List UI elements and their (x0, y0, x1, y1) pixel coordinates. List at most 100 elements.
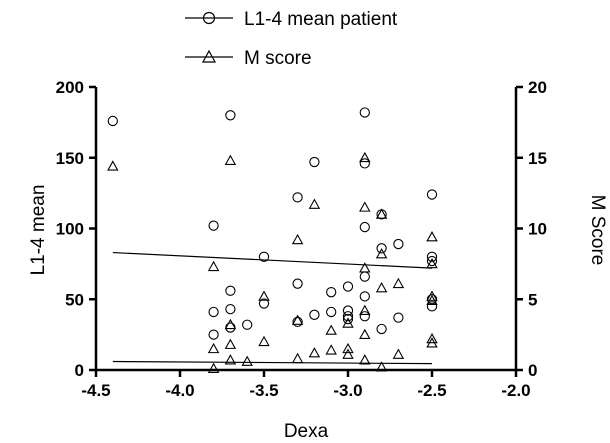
data-point-triangle (426, 337, 438, 348)
left-y-axis-title: L1-4 mean (28, 185, 49, 276)
data-point-triangle (308, 347, 321, 358)
trend-line-m-score (112, 360, 433, 365)
data-point-circle (225, 285, 236, 296)
data-point-circle (426, 255, 438, 267)
data-point-circle (225, 110, 236, 121)
x-tick-label: -4.5 (81, 381, 110, 400)
left-y-tick-label: 150 (56, 149, 84, 168)
data-point-triangle (258, 290, 270, 301)
data-point-triangle (224, 354, 237, 365)
data-point-circle (393, 312, 404, 323)
left-y-tick-label: 50 (65, 290, 84, 309)
left-y-tick-label: 200 (56, 78, 84, 97)
data-point-circle (292, 278, 303, 289)
data-point-circle (359, 107, 370, 118)
x-tick-label: -4.0 (165, 381, 194, 400)
data-point-circle (258, 251, 270, 262)
data-point-circle (426, 251, 438, 262)
right-y-tick-label: 15 (528, 149, 547, 168)
left-y-tick-label: 100 (56, 220, 84, 239)
data-point-circle (309, 309, 320, 320)
data-point-triangle (342, 342, 354, 354)
data-point-triangle (359, 151, 371, 163)
data-point-triangle (426, 290, 438, 301)
legend-item-l1-4-mean-patient: L1-4 mean patient (185, 9, 398, 30)
data-point-triangle (375, 248, 388, 259)
data-point-triangle (207, 342, 220, 354)
right-y-axis-title: M Score (587, 195, 608, 266)
data-point-circle (426, 189, 438, 200)
data-point-triangle (359, 354, 371, 365)
data-point-circle (208, 306, 219, 318)
right-y-tick-label: 5 (528, 290, 537, 309)
x-tick-label: -3.5 (249, 381, 278, 400)
data-point-circle (225, 304, 236, 315)
data-point-triangle (224, 338, 237, 349)
data-point-circle (359, 221, 370, 233)
data-point-triangle (426, 231, 438, 242)
data-point-triangle (359, 328, 371, 340)
data-point-circle (326, 306, 337, 318)
data-point-circle (326, 287, 337, 298)
data-point-circle (359, 271, 370, 282)
data-point-circle (309, 156, 320, 168)
data-point-circle (208, 329, 219, 340)
data-point-circle (426, 301, 438, 312)
data-point-triangle (359, 304, 371, 315)
trend-line-l1-4-mean (112, 251, 433, 269)
right-y-tick-label: 20 (528, 78, 547, 97)
data-point-circle (376, 243, 387, 254)
data-point-circle (225, 322, 236, 333)
data-point-triangle (224, 154, 237, 165)
data-point-triangle (392, 277, 405, 289)
x-tick-label: -2.0 (501, 381, 530, 400)
data-point-circle (359, 291, 370, 302)
data-point-circle (342, 313, 354, 325)
data-point-triangle (224, 318, 237, 330)
data-point-triangle (325, 344, 337, 355)
data-point-triangle (291, 233, 304, 245)
x-tick-label: -2.5 (417, 381, 446, 400)
legend-label-l1-4-mean-patient: L1-4 mean patient (244, 9, 398, 30)
data-point-circle (359, 311, 370, 322)
data-point-circle (242, 319, 253, 330)
axes (94, 87, 518, 372)
data-point-triangle (426, 257, 438, 269)
data-point-triangle (107, 160, 119, 171)
data-point-circle (359, 158, 370, 169)
data-point-triangle (258, 335, 270, 347)
data-point-triangle (241, 355, 253, 366)
legend-item-m-score: M score (185, 48, 312, 69)
data-point-triangle (325, 324, 337, 335)
data-point-triangle (359, 262, 371, 273)
x-tick-label: -3.0 (333, 381, 362, 400)
data-point-triangle (308, 198, 321, 209)
legend-label-m-score: M score (244, 48, 312, 69)
data-point-circle (292, 316, 303, 328)
data-point-circle (292, 192, 303, 203)
right-y-tick-label: 0 (528, 361, 537, 380)
data-point-triangle (207, 260, 220, 272)
right-y-tick-label: 10 (528, 220, 547, 239)
data-point-circle (107, 115, 118, 127)
data-point-circle (208, 220, 219, 231)
data-point-circle (258, 298, 270, 309)
data-point-triangle (392, 348, 405, 359)
data-point-triangle (359, 201, 371, 212)
data-points (107, 107, 438, 373)
left-y-tick-label: 0 (75, 361, 84, 380)
legend: L1-4 mean patient M score (185, 9, 398, 69)
x-axis-title: Dexa (284, 421, 329, 442)
data-point-circle (393, 238, 404, 250)
data-point-triangle (426, 294, 438, 306)
data-point-triangle (375, 361, 388, 372)
data-point-triangle (375, 281, 388, 293)
data-point-triangle (291, 314, 304, 325)
legend-triangle-marker-icon (201, 49, 217, 63)
data-point-circle (342, 305, 354, 316)
data-point-triangle (375, 208, 388, 219)
legend-circle-marker-icon (202, 11, 216, 25)
data-point-triangle (291, 352, 304, 364)
trend-lines (112, 251, 433, 365)
